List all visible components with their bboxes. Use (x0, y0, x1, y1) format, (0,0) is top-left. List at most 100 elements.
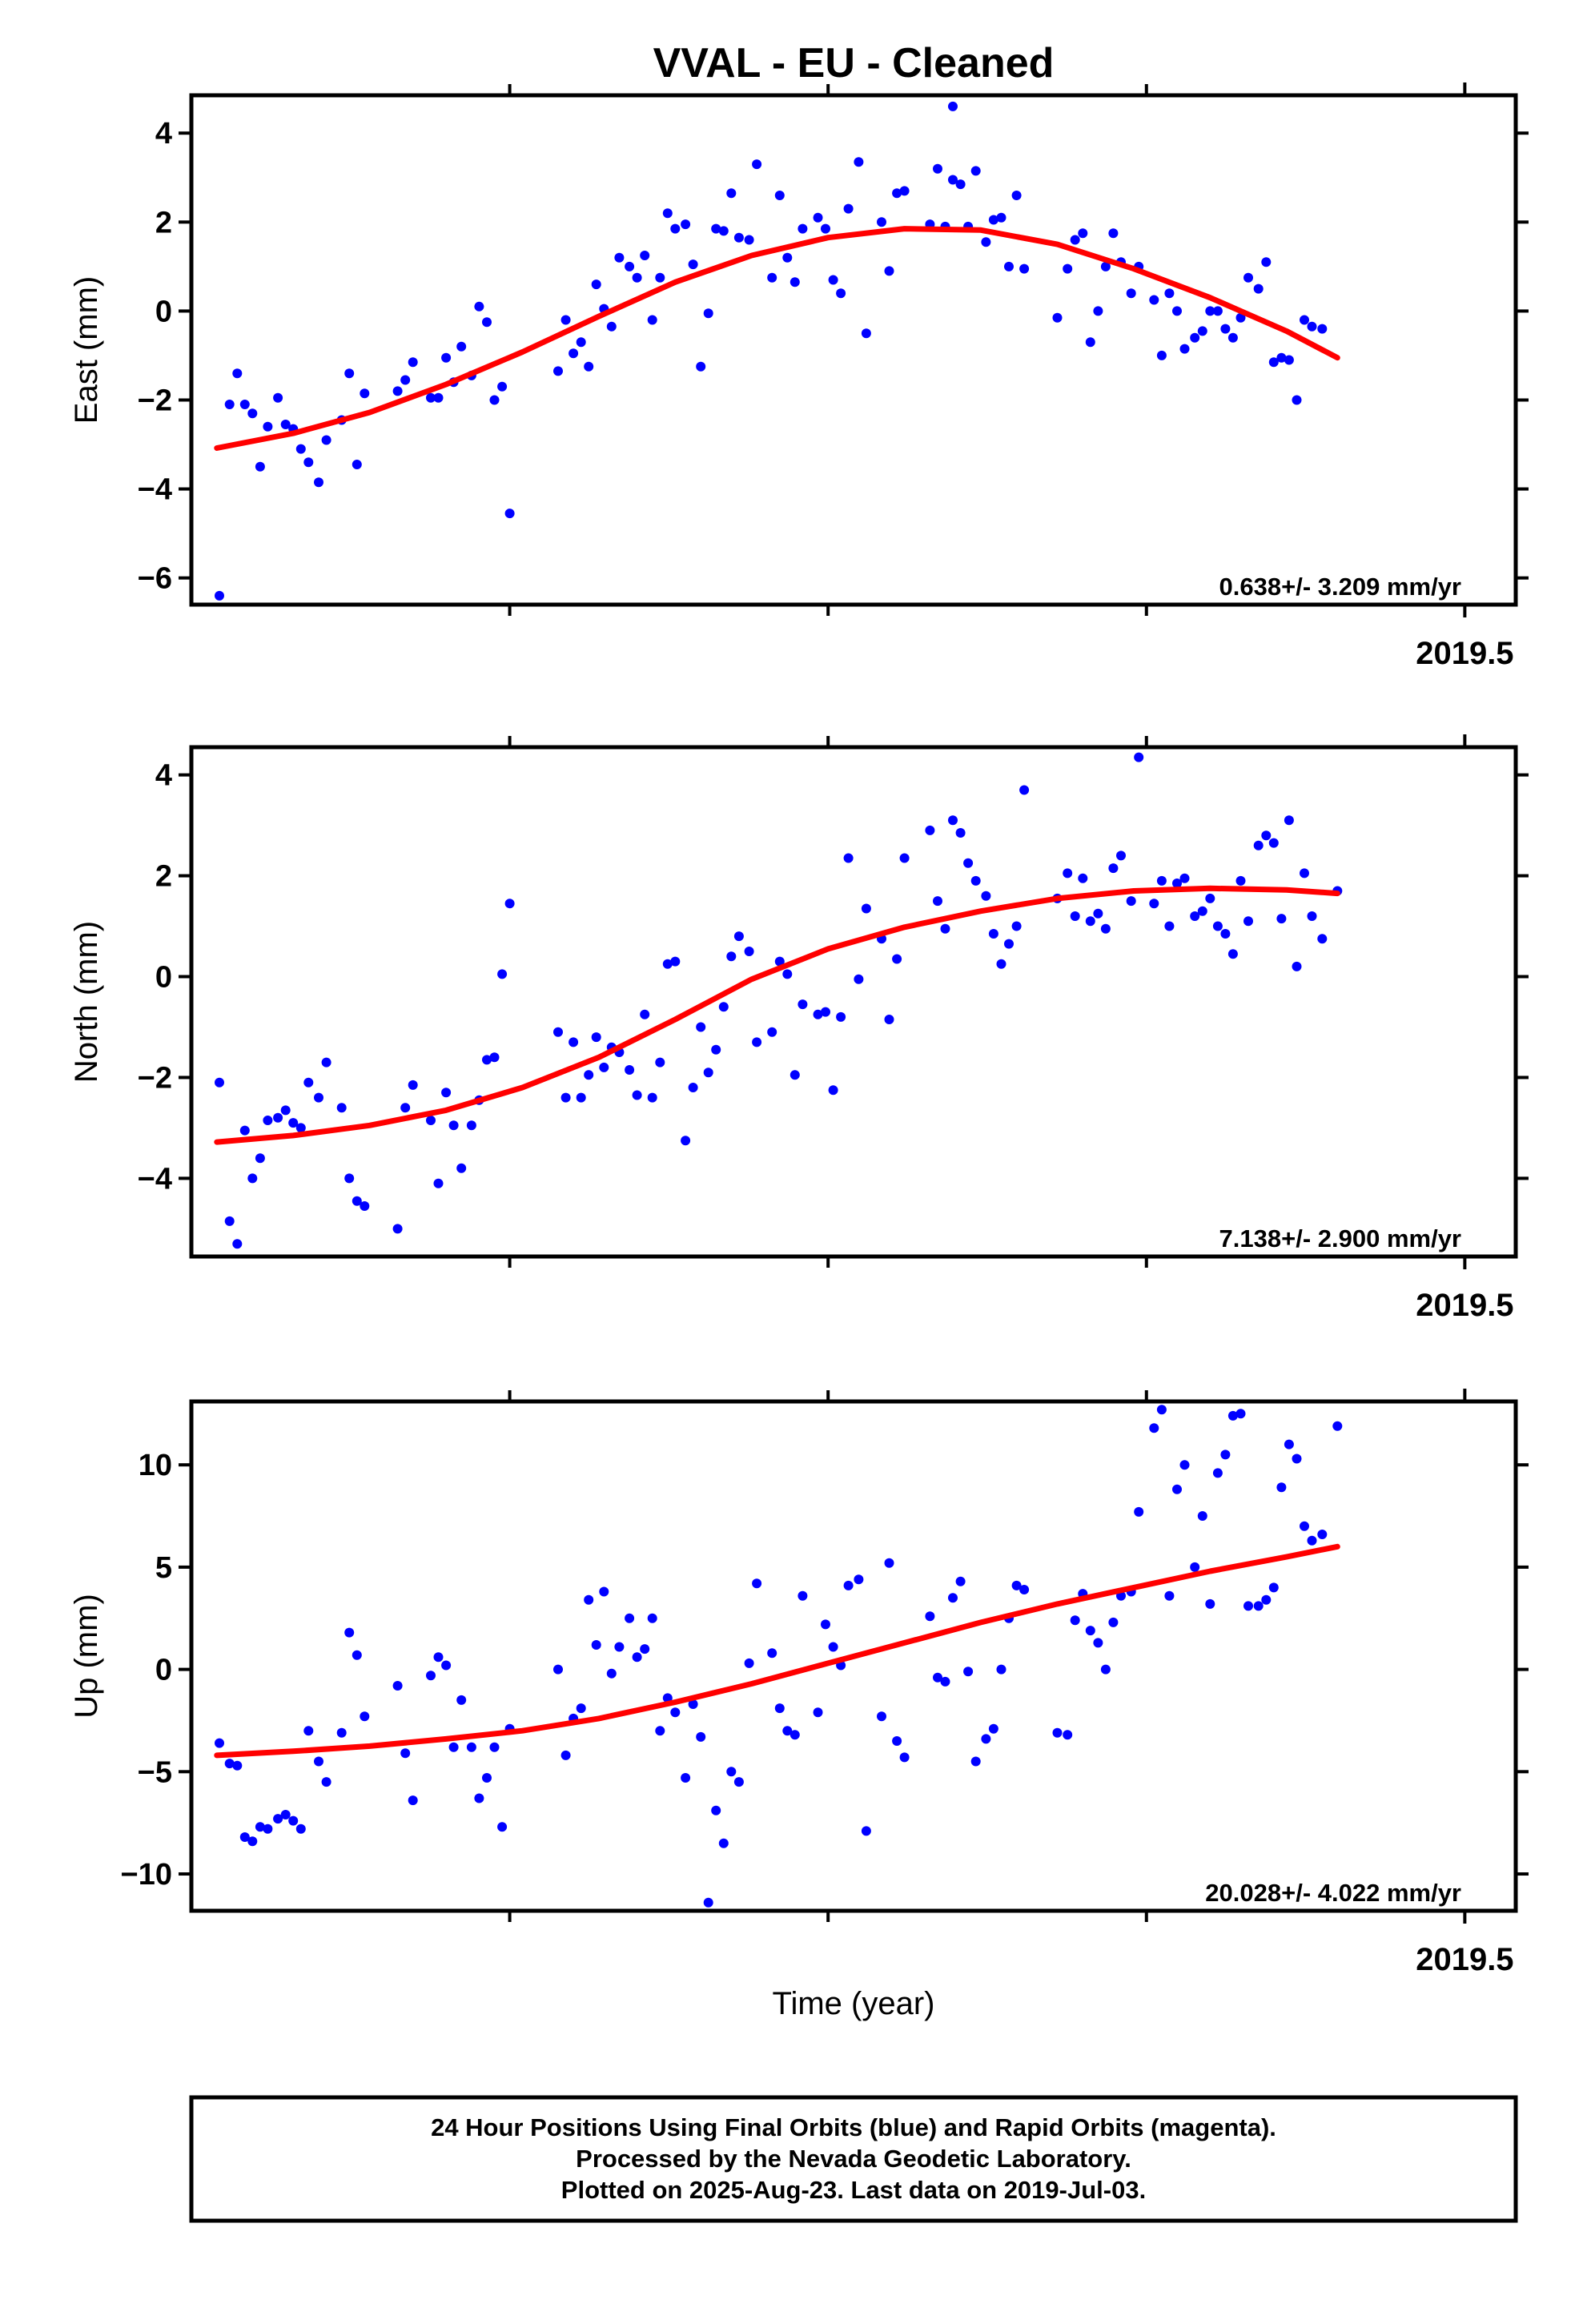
north-data-point (263, 1116, 273, 1125)
east-data-point (1093, 306, 1103, 316)
east-data-point (854, 157, 864, 167)
north-data-point (1134, 752, 1144, 762)
up-data-point (996, 1664, 1006, 1675)
up-data-point (606, 1668, 617, 1679)
east-data-point (1276, 352, 1287, 363)
east-data-point (1126, 288, 1136, 299)
east-data-point (899, 186, 910, 196)
north-data-point (1149, 899, 1159, 909)
north-data-point (314, 1092, 323, 1103)
up-data-point (314, 1756, 323, 1767)
east-data-point (670, 223, 681, 234)
up-data-point (1235, 1409, 1246, 1419)
north-data-point (584, 1070, 594, 1080)
east-data-point (1284, 355, 1294, 365)
east-data-point (696, 361, 706, 372)
up-data-point (426, 1671, 436, 1681)
up-data-point (295, 1823, 306, 1834)
up-data-point (303, 1726, 314, 1736)
up-data-point (1220, 1449, 1231, 1460)
east-data-point (1085, 337, 1095, 348)
east-data-point (884, 266, 894, 276)
north-data-point (1276, 914, 1287, 924)
up-data-point (497, 1822, 508, 1832)
east-data-point (681, 219, 691, 230)
north-data-point (392, 1224, 403, 1234)
up-data-point (789, 1730, 800, 1740)
up-data-point (1156, 1405, 1167, 1415)
up-data-point (576, 1703, 586, 1714)
north-data-point (441, 1088, 452, 1098)
north-data-point (1307, 911, 1317, 921)
east-data-point (1261, 257, 1272, 267)
up-data-point (1197, 1511, 1207, 1521)
north-data-point (733, 931, 744, 942)
east-data-point (489, 395, 500, 405)
up-data-point (232, 1760, 243, 1771)
footer-line-3: Plotted on 2025-Aug-23. Last data on 201… (561, 2176, 1146, 2204)
up-data-point (688, 1699, 698, 1709)
east-data-point (733, 232, 744, 243)
north-data-point (940, 923, 950, 934)
up-data-point (280, 1810, 291, 1819)
up-data-point (1212, 1468, 1223, 1478)
up-data-point (670, 1707, 681, 1718)
east-data-point (314, 477, 323, 488)
up-data-point (255, 1822, 265, 1832)
east-data-point (933, 163, 942, 174)
north-data-point (1004, 939, 1014, 949)
east-data-point (497, 381, 508, 392)
east-data-point (828, 275, 838, 285)
north-data-point (726, 951, 737, 962)
up-data-point (1253, 1601, 1264, 1611)
north-data-point (670, 956, 681, 967)
up-data-point (215, 1738, 224, 1748)
east-y-tick-label: −6 (138, 562, 172, 596)
up-y-tick-label: 10 (139, 1449, 172, 1482)
up-data-point (767, 1648, 777, 1659)
up-data-point (1093, 1638, 1103, 1648)
north-data-point (1172, 879, 1182, 888)
up-data-point (448, 1742, 459, 1752)
north-data-point (456, 1163, 467, 1173)
up-data-point (441, 1660, 452, 1671)
north-data-point (1093, 908, 1103, 919)
up-data-point (591, 1640, 601, 1650)
north-data-point (1235, 875, 1246, 886)
east-data-point (813, 212, 823, 223)
up-data-point (1190, 1562, 1200, 1572)
up-data-point (321, 1777, 331, 1787)
north-data-point (1205, 893, 1215, 903)
east-data-point (970, 166, 981, 176)
north-plot-frame (189, 745, 1518, 1259)
north-data-point (696, 1022, 706, 1032)
up-data-point (813, 1707, 823, 1718)
up-data-point (933, 1672, 942, 1683)
east-data-point (752, 159, 762, 170)
north-data-point (843, 853, 854, 863)
east-data-point (239, 400, 250, 409)
north-data-point (1011, 921, 1022, 931)
up-data-point (877, 1711, 886, 1722)
up-data-point (988, 1723, 998, 1734)
up-data-point (1063, 1730, 1073, 1740)
east-data-point (892, 188, 902, 199)
east-data-point (655, 272, 665, 283)
up-data-point (560, 1750, 571, 1760)
footer-box (189, 2095, 1518, 2223)
north-data-point (836, 1011, 846, 1022)
up-data-point (1019, 1585, 1030, 1594)
east-data-point (625, 261, 635, 271)
up-data-point (474, 1793, 484, 1803)
north-data-point (1126, 896, 1136, 907)
east-data-point (1220, 324, 1231, 334)
north-data-point (280, 1105, 291, 1116)
up-data-point (239, 1832, 250, 1842)
north-data-point (1300, 868, 1309, 879)
east-data-point (1190, 332, 1200, 343)
north-data-point (1212, 921, 1223, 931)
up-data-point (1172, 1484, 1182, 1494)
east-data-point (782, 252, 793, 263)
up-data-point (718, 1838, 729, 1848)
